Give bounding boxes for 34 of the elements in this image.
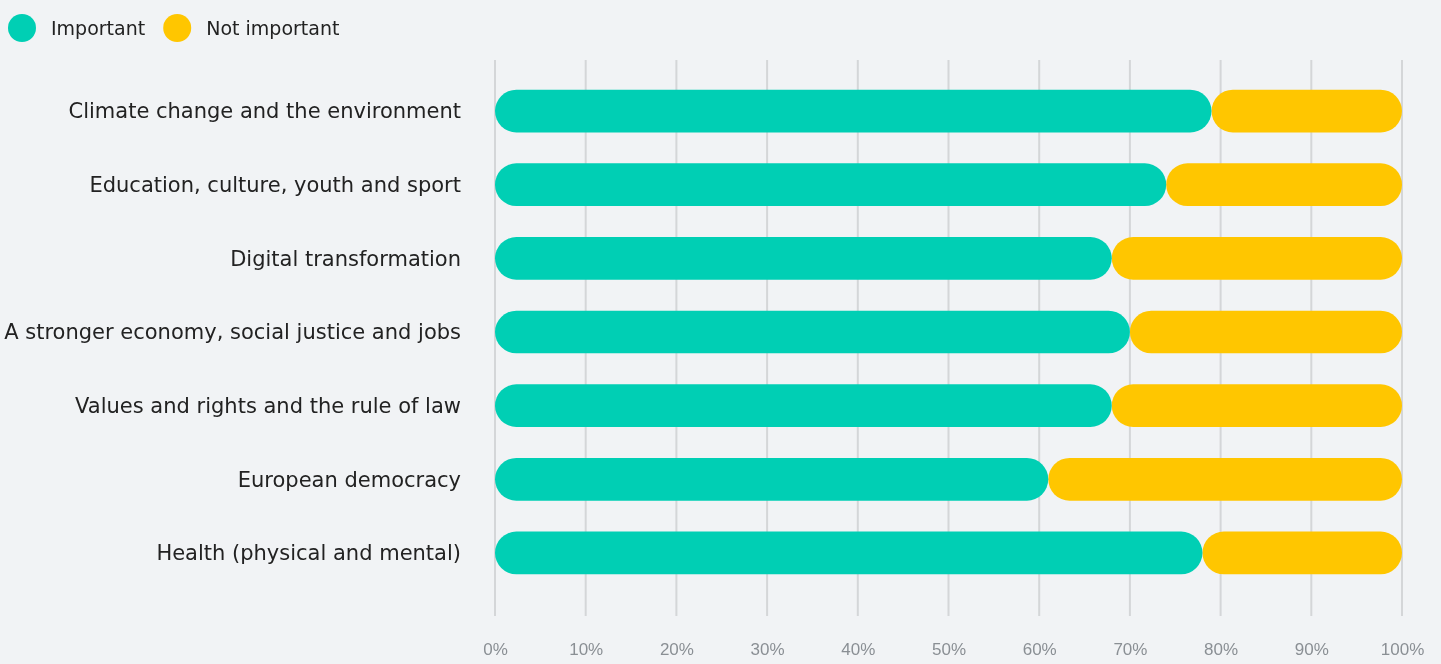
bar (1111, 384, 1402, 427)
x-tick-label: 50% (931, 640, 967, 659)
bar (495, 531, 1203, 575)
bar (495, 163, 1167, 207)
bar (495, 457, 1049, 501)
x-tick-label: 80% (1204, 640, 1239, 659)
x-tick-label: 60% (1022, 640, 1057, 659)
legend-label: Not important (206, 16, 340, 39)
y-tick-label: European democracy (237, 467, 461, 492)
bar (495, 237, 1112, 280)
y-tick-label: Education, culture, youth and sport (89, 173, 461, 198)
bar (1048, 457, 1402, 501)
bar (1202, 531, 1402, 575)
y-tick-label: Digital transformation (230, 246, 461, 271)
x-tick-label: 0% (483, 640, 508, 659)
x-tick-label: 40% (841, 640, 876, 659)
y-tick-label: A stronger economy, social justice and jobs (4, 320, 461, 345)
legend-label: Important (51, 16, 146, 39)
y-tick-label: Climate change and the environment (68, 99, 461, 124)
bar (1129, 310, 1402, 354)
bar (495, 89, 1212, 133)
x-tick-label: 90% (1294, 640, 1329, 659)
x-tick-label: 100% (1380, 640, 1425, 659)
bar (1166, 163, 1402, 207)
bar (495, 384, 1112, 427)
bar (1111, 237, 1402, 280)
x-tick-label: 10% (569, 640, 604, 659)
y-tick-label: Values and rights and the rule of law (75, 393, 461, 418)
x-tick-label: 20% (659, 640, 694, 659)
y-tick-label: Health (physical and mental) (156, 541, 461, 566)
x-tick-label: 70% (1113, 640, 1148, 659)
bar (1211, 89, 1402, 133)
bar (495, 310, 1130, 354)
x-tick-label: 30% (750, 640, 785, 659)
